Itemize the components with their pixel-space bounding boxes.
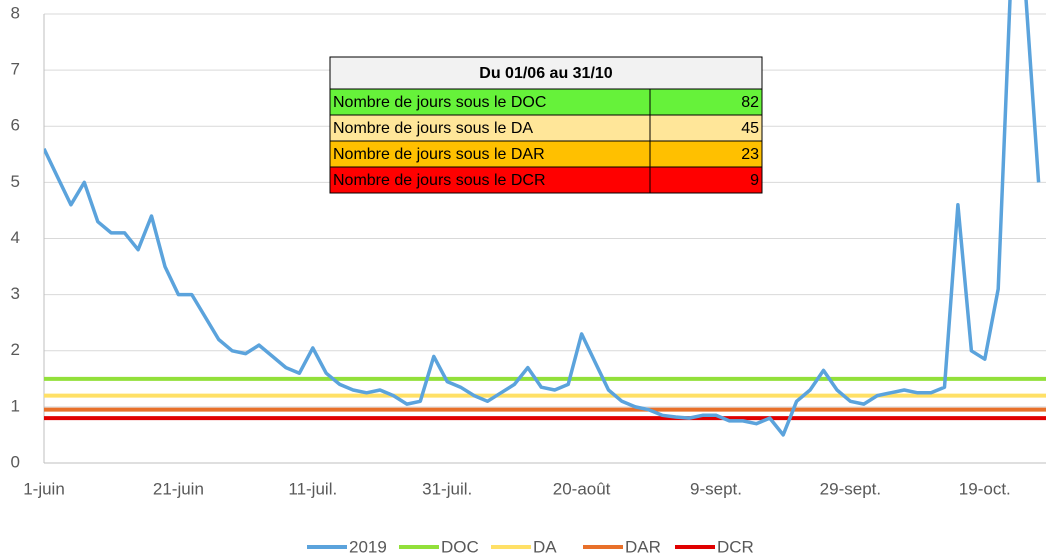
legend-label: DCR <box>717 537 754 556</box>
x-tick-label: 29-sept. <box>820 479 881 498</box>
table-row-value: 9 <box>750 172 759 189</box>
table-row-value: 45 <box>741 120 759 137</box>
y-tick-label: 0 <box>11 452 20 471</box>
summary-table: Du 01/06 au 31/10 Nombre de jours sous le… <box>329 56 763 194</box>
y-tick-label: 4 <box>11 228 20 247</box>
y-tick-label: 3 <box>11 284 20 303</box>
table-row-value: 23 <box>741 146 759 163</box>
x-tick-label: 11-juil. <box>288 479 337 498</box>
y-tick-label: 2 <box>11 340 20 359</box>
x-tick-label: 21-juin <box>153 479 204 498</box>
x-tick-label: 1-juin <box>23 479 65 498</box>
table-title: Du 01/06 au 31/10 <box>479 65 613 82</box>
legend-label: 2019 <box>349 537 387 556</box>
legend-label: DA <box>533 537 557 556</box>
series-line <box>44 0 1041 437</box>
table-row-label: Nombre de jours sous le DAR <box>333 146 545 163</box>
y-tick-label: 8 <box>11 3 20 22</box>
legend-label: DAR <box>625 537 661 556</box>
table-row-bg <box>329 166 763 194</box>
table-row-label: Nombre de jours sous le DA <box>333 120 533 137</box>
table-row-bg <box>329 140 763 168</box>
y-tick-label: 1 <box>11 396 20 415</box>
x-tick-label: 9-sept. <box>690 479 742 498</box>
table-row-bg <box>329 114 763 142</box>
y-tick-label: 7 <box>11 60 20 79</box>
x-tick-label: 20-août <box>553 479 611 498</box>
table-row-label: Nombre de jours sous le DOC <box>333 94 546 111</box>
legend-label: DOC <box>441 537 479 556</box>
x-tick-label: 19-oct. <box>959 479 1011 498</box>
table-row-value: 82 <box>741 94 759 111</box>
y-tick-label: 5 <box>11 172 20 191</box>
table-row-label: Nombre de jours sous le DCR <box>333 172 546 189</box>
y-tick-label: 6 <box>11 116 20 135</box>
x-tick-label: 31-juil. <box>422 479 472 498</box>
